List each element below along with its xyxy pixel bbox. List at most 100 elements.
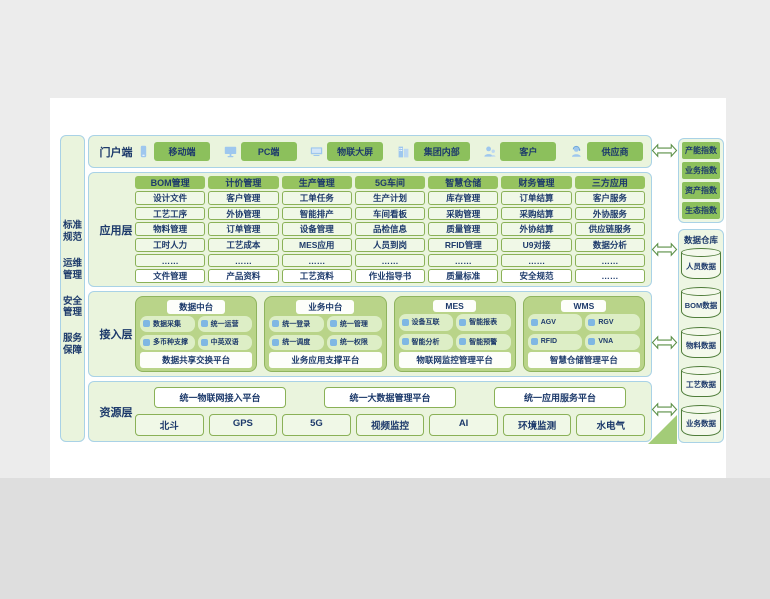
data-warehouse-panel: 数据仓库 人员数据 BOM数据 物料数据 工艺数据 业务数据 [678, 229, 724, 443]
group-business-platform: 业务中台 统一登录 统一管理 统一调度 统一权限 业务应用支撑平台 [264, 296, 387, 372]
calendar-icon [272, 338, 280, 346]
alert-lock-icon [459, 338, 467, 346]
app-column-5g-workshop: 5G车间 生产计划 车间看板 品检信息 人员到岗 …… 作业指导书 [354, 176, 426, 284]
access-pill: 设备互联 [398, 314, 454, 331]
access-pill: 智能分析 [398, 333, 454, 350]
group-title: MES [433, 300, 476, 312]
app-cell: 采购结算 [501, 206, 572, 221]
index-asset: 资产指数 [682, 182, 720, 199]
pill-label: VNA [598, 338, 614, 346]
application-layer-box: 应用层 BOM管理 设计文件 工艺工序 物料管理 工时人力 …… 文件管理 计价… [88, 172, 652, 287]
app-cell-ellipsis: …… [135, 253, 206, 268]
sidebar-item-service: 服务保障 [62, 333, 82, 357]
platform-app-service: 统一应用服务平台 [494, 387, 626, 408]
app-cell-ellipsis: …… [574, 253, 645, 268]
portal-item-iot-screen: 物联大屏 [310, 142, 384, 161]
app-cell-footer: 质量标准 [428, 269, 499, 284]
app-cell: 订单管理 [208, 222, 279, 237]
sidebar-item-standards: 标准规范 [62, 220, 82, 243]
portal-item-mobile: 移动端 [137, 142, 210, 161]
access-pill: RFID [527, 333, 583, 350]
sidebar-item-security: 安全管理 [62, 295, 82, 319]
background-bottom [0, 478, 770, 599]
column-header: 三方应用 [574, 176, 645, 189]
app-cell: 设备管理 [281, 222, 352, 237]
access-pill: VNA [585, 333, 640, 350]
app-cell: 工艺工序 [135, 206, 206, 221]
resource-5g: 5G [282, 414, 351, 436]
column-header: 生产管理 [281, 176, 352, 189]
pill-label: 智能预警 [469, 338, 498, 346]
index-capacity: 产能指数 [682, 142, 720, 159]
app-cell: 客户管理 [208, 191, 279, 205]
database-label: 业务数据 [686, 419, 716, 428]
database-cylinder-business: 业务数据 [681, 405, 721, 436]
mobile-icon [137, 145, 150, 158]
application-layer-label: 应用层 [99, 224, 133, 237]
user-headset-icon [570, 145, 583, 158]
portal-items: 移动端 PC端 物联大屏 集团内部 客户 [137, 136, 643, 167]
app-cell-footer: 产品资料 [208, 269, 279, 284]
pill-label: 多币种支撑 [153, 339, 188, 347]
app-column-bom: BOM管理 设计文件 工艺工序 物料管理 工时人力 …… 文件管理 [135, 176, 206, 284]
pill-label: 统一权限 [339, 339, 368, 347]
app-cell: 工单任务 [281, 191, 352, 205]
resource-gps: GPS [208, 414, 278, 436]
column-header: 智慧仓储 [428, 176, 499, 189]
app-column-finance: 财务管理 订单结算 采购结算 外协结算 U9对接 …… 安全规范 [501, 176, 572, 284]
database-label: 物料数据 [686, 340, 716, 350]
portal-item-customer: 客户 [483, 142, 557, 161]
corner-triangle-decor [648, 415, 677, 444]
monitor-icon [224, 145, 237, 158]
sidebar-guarantee-column: 标准规范 运维管理 安全管理 服务保障 [60, 135, 85, 442]
portal-badge-iot-screen: 物联大屏 [327, 142, 384, 161]
portal-item-pc: PC端 [224, 142, 297, 161]
app-column-smart-warehouse: 智慧仓储 库存管理 采购管理 质量管理 RFID管理 …… 质量标准 [428, 176, 499, 284]
portal-badge-supplier: 供应商 [586, 142, 643, 161]
pill-label: 中英双语 [210, 339, 239, 347]
app-cell-ellipsis: …… [428, 253, 499, 268]
group-platform: 物联网监控管理平台 [398, 352, 511, 368]
access-pill: 统一调度 [269, 334, 324, 350]
double-arrow-icon [651, 402, 678, 417]
platform-big-data: 统一大数据管理平台 [324, 387, 456, 408]
pill-label: 智能分析 [411, 338, 440, 346]
app-cell: 品检信息 [354, 222, 426, 237]
pill-label: RGV [598, 318, 614, 326]
resource-video: 视频监控 [355, 414, 425, 436]
device-icon [401, 318, 409, 326]
app-column-production: 生产管理 工单任务 智能排产 设备管理 MES应用 …… 工艺资料 [281, 176, 352, 284]
report-icon [459, 318, 467, 326]
chart-icon [143, 320, 150, 328]
database-label: BOM数据 [684, 301, 718, 311]
access-pill: 统一登录 [269, 316, 324, 332]
access-pill: 中英双语 [197, 334, 253, 350]
double-arrow-icon [651, 242, 678, 257]
group-platform: 数据共享交换平台 [140, 352, 253, 368]
tag-icon [530, 338, 538, 346]
app-cell: 外协服务 [574, 206, 645, 221]
indices-panel: 产能指数 业务指数 资产指数 生态指数 [678, 138, 724, 223]
app-cell: 质量管理 [428, 222, 499, 237]
app-cell: 外协结算 [501, 222, 572, 237]
app-cell: 库存管理 [428, 191, 499, 205]
resource-utilities: 水电气 [576, 414, 645, 436]
pill-label: 统一运营 [210, 320, 239, 328]
app-cell: 工时人力 [135, 238, 206, 252]
group-mes: MES 设备互联 智能报表 智能分析 智能预警 物联网监控管理平台 [393, 296, 516, 372]
app-cell: 订单结算 [501, 191, 572, 205]
database-stack: 人员数据 BOM数据 物料数据 工艺数据 业务数据 [681, 248, 721, 436]
coin-icon [143, 338, 150, 346]
resource-ai: AI [429, 414, 498, 436]
user-icon [272, 320, 280, 328]
app-cell-ellipsis: …… [281, 253, 352, 268]
app-cell: 数据分析 [574, 238, 645, 252]
clipboard-icon [329, 320, 337, 328]
app-cell: RFID管理 [428, 238, 499, 252]
index-business: 业务指数 [682, 162, 720, 179]
group-data-platform: 数据中台 数据采集 统一运营 多币种支撑 中英双语 数据共享交换平台 [135, 296, 258, 372]
resource-layer-label: 资源层 [99, 406, 133, 419]
pill-label: AGV [540, 318, 556, 326]
app-cell-ellipsis: …… [354, 253, 426, 268]
access-pill: 统一权限 [326, 334, 382, 350]
